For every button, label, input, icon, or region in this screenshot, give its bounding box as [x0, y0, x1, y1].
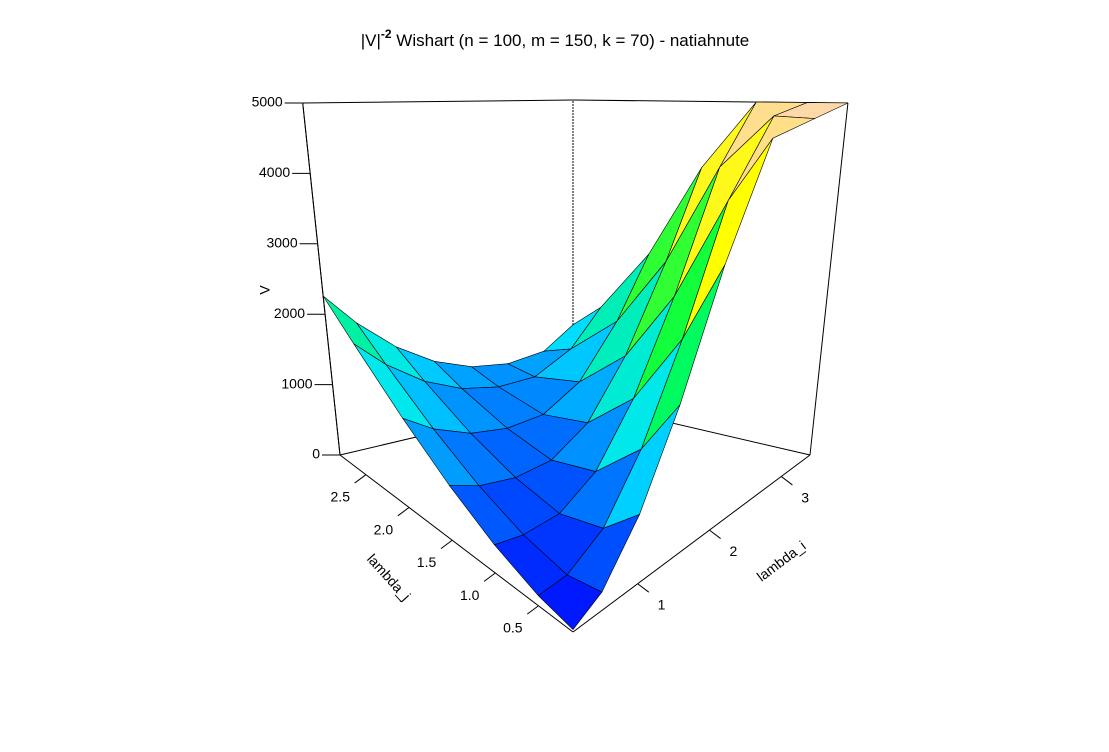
z-tick-label: 1000 [281, 375, 312, 391]
title-sup: -2 [381, 27, 392, 41]
z-tick-label: 3000 [266, 235, 297, 251]
y-tick-label: 0.5 [503, 620, 523, 636]
x-tick [709, 529, 721, 539]
z-axis-line [302, 102, 341, 456]
x-tick [780, 476, 793, 486]
y-tick-label: 2.5 [331, 489, 351, 505]
surface-facet [537, 574, 603, 631]
y-tick [354, 474, 367, 484]
x-tick-label: 3 [801, 489, 809, 505]
y-tick [526, 605, 539, 615]
surface-facet [322, 295, 387, 365]
z-tick-label: 0 [312, 446, 320, 462]
x-tick [637, 583, 650, 593]
y-tick [440, 539, 453, 550]
y-axis-label: lambda_j [364, 551, 414, 604]
y-tick [397, 507, 410, 517]
title-rest: Wishart (n = 100, m = 150, k = 70) - nat… [392, 31, 750, 50]
y-tick [483, 572, 496, 582]
y-tick-label: 2.0 [374, 521, 394, 537]
z-tick-label: 2000 [274, 305, 305, 321]
x-tick-label: 2 [729, 543, 737, 559]
title-base: |V| [361, 31, 381, 50]
z-tick-label: 5000 [252, 94, 283, 110]
box-edge [809, 102, 849, 456]
x-tick-label: 1 [658, 597, 666, 613]
y-tick-label: 1.0 [460, 587, 480, 603]
z-tick-label: 4000 [259, 164, 290, 180]
y-tick-label: 1.5 [417, 554, 437, 570]
box-edge [302, 99, 574, 104]
chart-title: |V|-2 Wishart (n = 100, m = 150, k = 70)… [361, 27, 750, 50]
z-axis-label: V [257, 285, 273, 295]
x-axis-line [572, 454, 811, 633]
x-axis-label: lambda_i [754, 537, 809, 584]
y-axis-line [339, 454, 574, 633]
